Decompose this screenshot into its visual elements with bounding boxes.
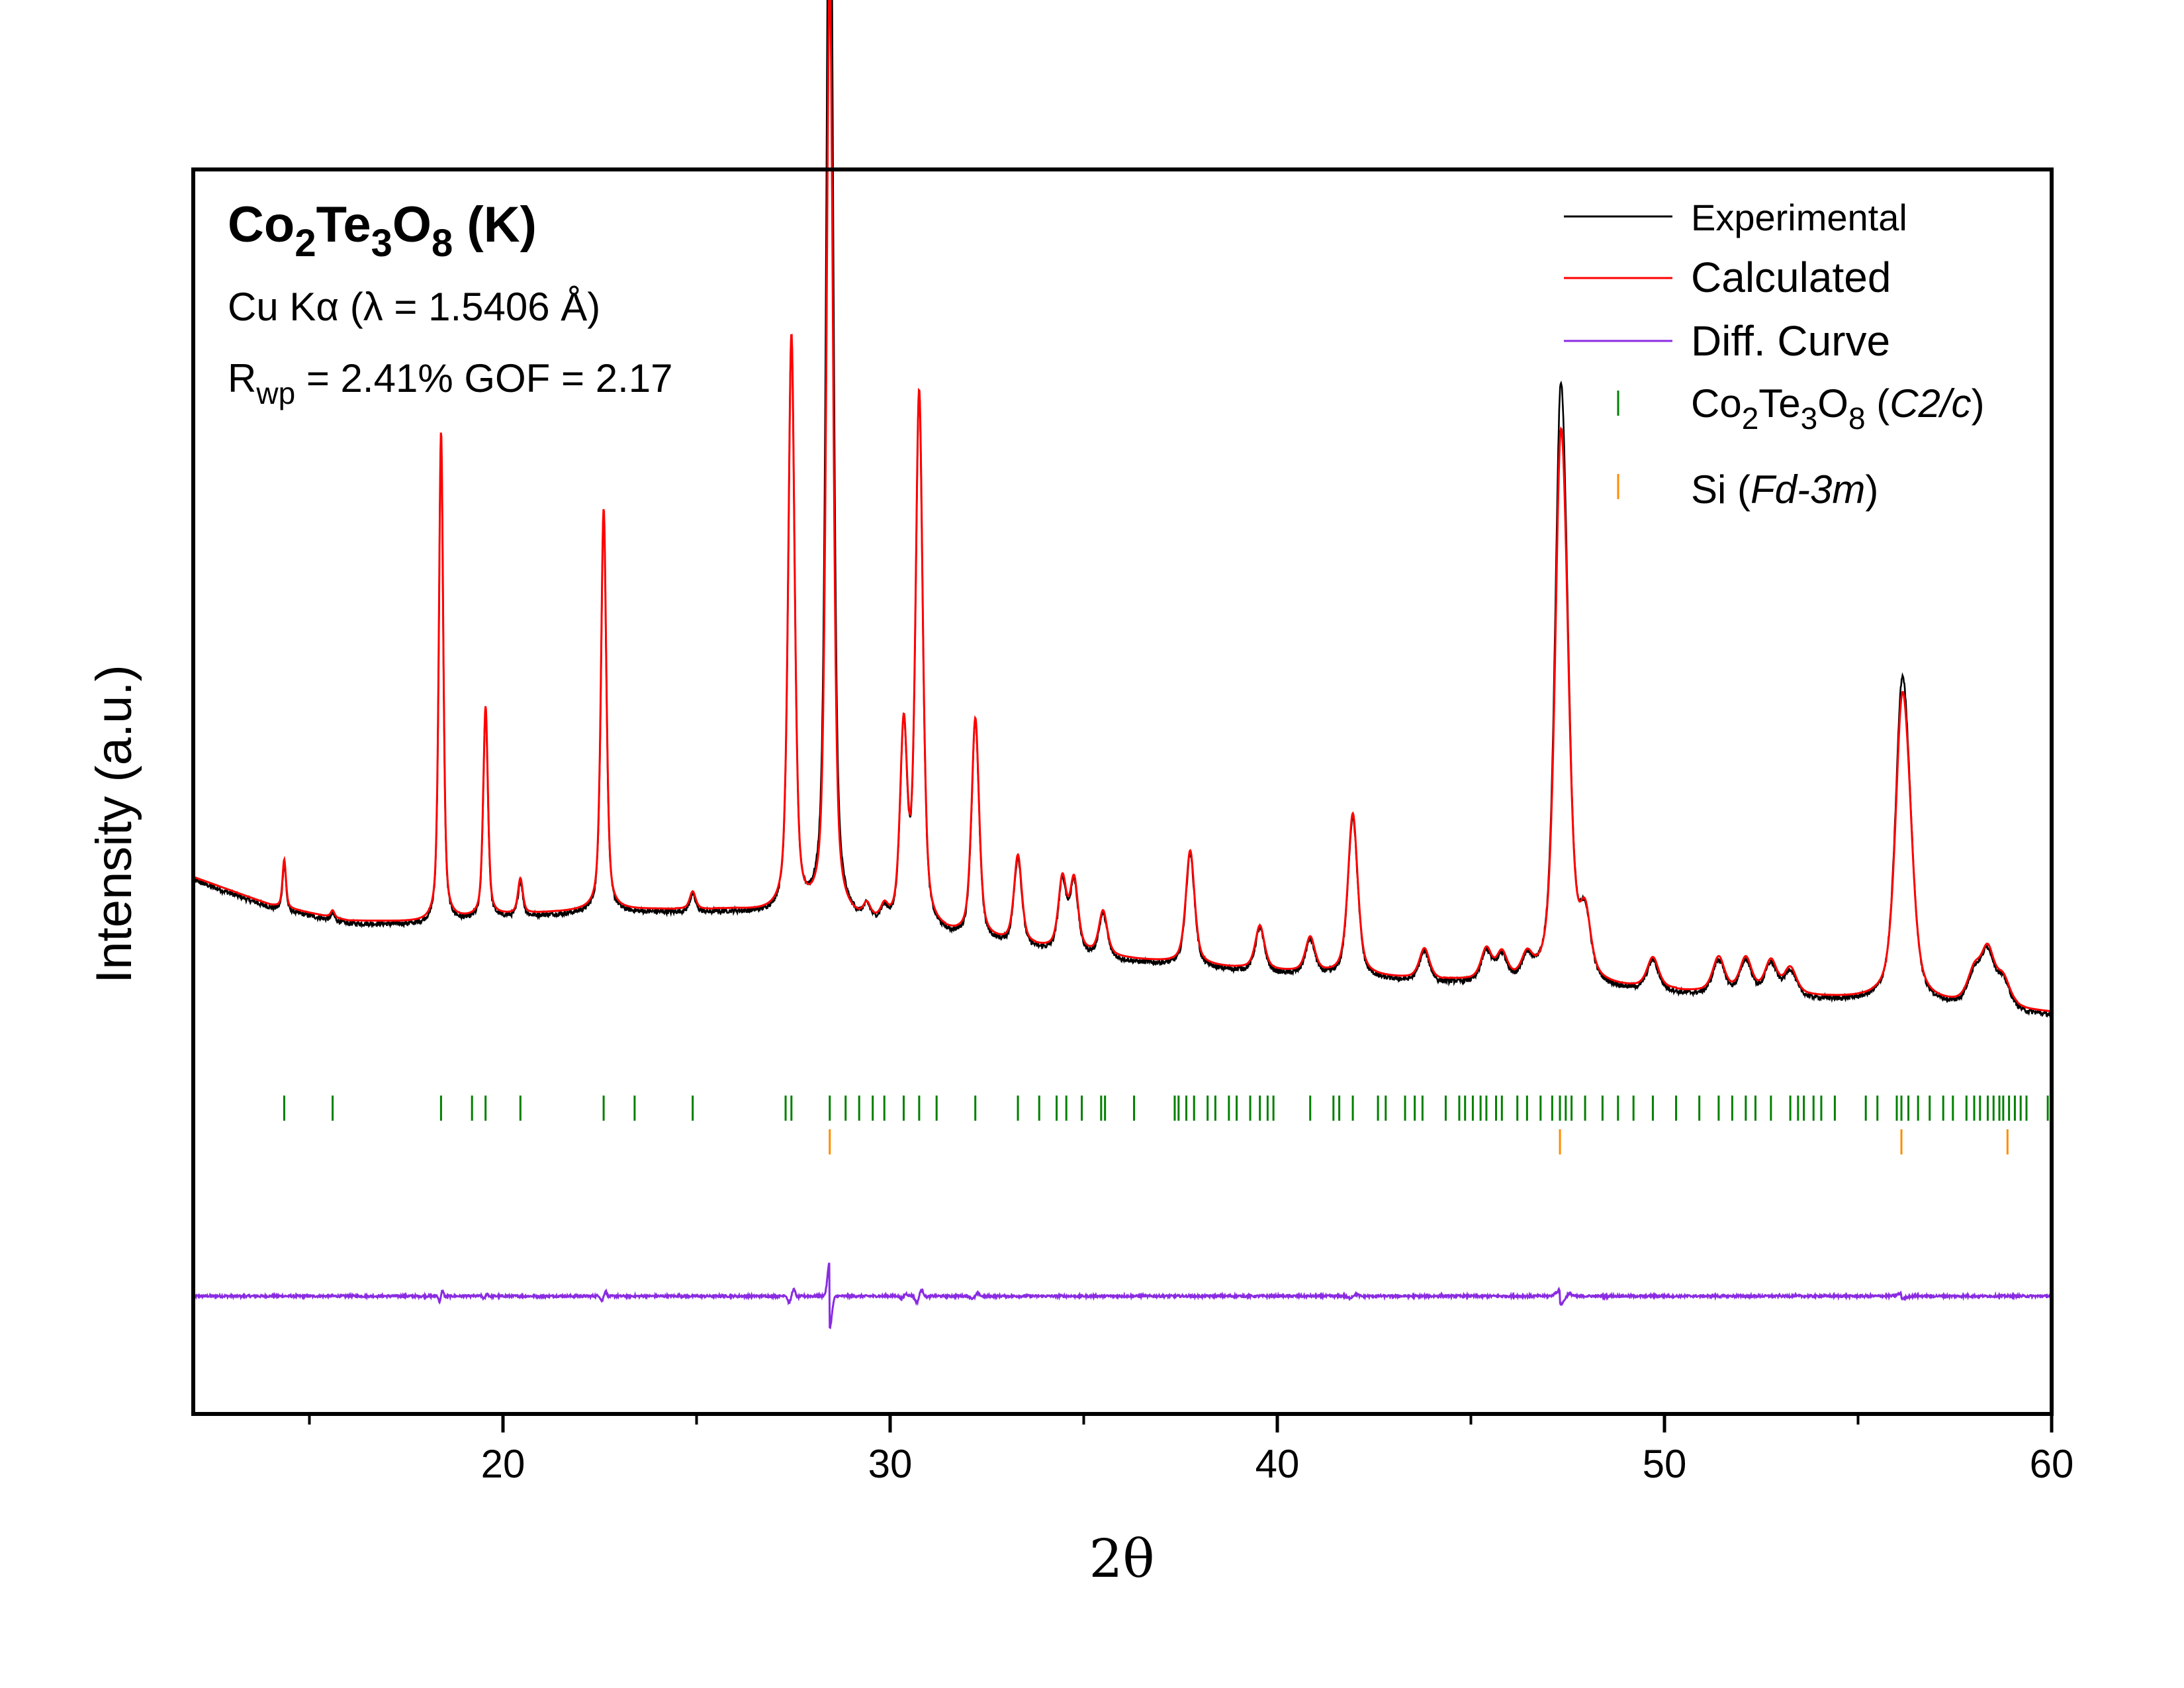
title-subscript-o: 8 <box>432 222 453 265</box>
title-subscript-te: 3 <box>371 222 392 265</box>
rwp-gof-values: = 2.41% GOF = 2.17 <box>295 356 672 400</box>
plot-frame <box>191 167 2054 1416</box>
title-element-te: Te <box>316 197 371 253</box>
legend-element-o: O <box>1817 381 1848 426</box>
x-tick-label: 60 <box>2030 1442 2074 1486</box>
legend-paren-close: ) <box>1972 381 1985 426</box>
legend-si-paren-open: ( <box>1726 467 1751 512</box>
refinement-stats: Rwp = 2.41% GOF = 2.17 <box>228 356 672 410</box>
bragg-ticks-si <box>829 1129 2009 1154</box>
legend-label-diff-curve: Diff. Curve <box>1691 317 1890 365</box>
compound-title: Co2Te3O8 (K) <box>228 197 537 265</box>
title-suffix: (K) <box>453 197 537 253</box>
radiation-label: Cu Kα (λ = 1.5406 Å) <box>228 285 600 329</box>
legend-subscript-te: 3 <box>1801 401 1818 436</box>
legend-paren-open: ( <box>1866 381 1890 426</box>
legend-subscript-co: 2 <box>1742 401 1759 436</box>
legend: Experimental Calculated Diff. Curve Co2T… <box>1564 197 1985 512</box>
x-tick-label: 50 <box>1643 1442 1687 1486</box>
bragg-ticks-co2te3o8 <box>283 1096 2049 1121</box>
y-axis-label: Intensity (a.u.) <box>86 665 142 984</box>
legend-si-name: Si <box>1691 467 1726 512</box>
series-line-diff-curve <box>192 1262 2053 1330</box>
legend-si-paren-close: ) <box>1865 467 1878 512</box>
legend-label-co2te3o8: Co2Te3O8 (C2/c) <box>1691 381 1985 436</box>
legend-spacegroup-c2c: C2/c <box>1889 381 1971 426</box>
legend-subscript-o: 8 <box>1848 401 1866 436</box>
rwp-subscript: wp <box>255 376 295 410</box>
x-axis-ticks: 20 30 40 50 60 <box>308 1414 2074 1486</box>
title-element-o: O <box>392 197 432 253</box>
x-tick-label: 30 <box>868 1442 913 1486</box>
series-line-calculated <box>193 0 2052 1013</box>
legend-element-te: Te <box>1758 381 1800 426</box>
legend-element-co: Co <box>1691 381 1742 426</box>
legend-label-calculated: Calculated <box>1691 254 1891 301</box>
x-axis-label: 2θ <box>1089 1528 1154 1589</box>
rwp-symbol: R <box>228 356 256 400</box>
legend-label-experimental: Experimental <box>1691 197 1907 238</box>
legend-spacegroup-fd3m: Fd-3m <box>1751 467 1865 512</box>
title-element-co: Co <box>228 197 295 253</box>
x-tick-label: 20 <box>481 1442 525 1486</box>
x-tick-label: 40 <box>1255 1442 1300 1486</box>
title-subscript-co: 2 <box>295 222 316 265</box>
legend-label-si: Si (Fd-3m) <box>1691 467 1878 512</box>
